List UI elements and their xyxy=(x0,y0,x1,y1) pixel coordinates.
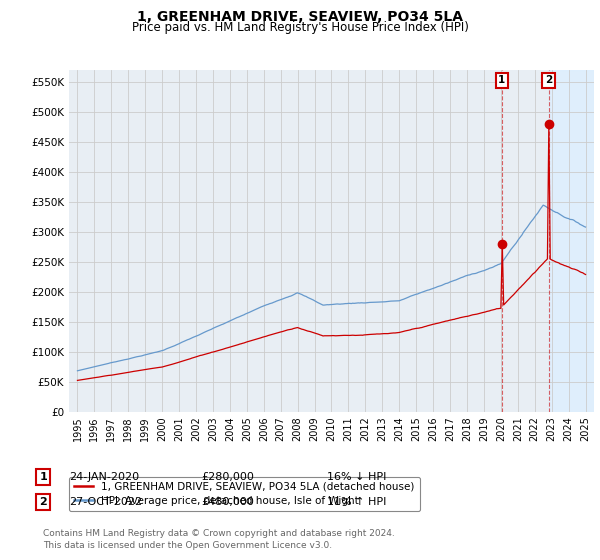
Text: 2: 2 xyxy=(40,497,47,507)
Text: £480,000: £480,000 xyxy=(201,497,254,507)
Text: 24-JAN-2020: 24-JAN-2020 xyxy=(69,472,139,482)
Text: Price paid vs. HM Land Registry's House Price Index (HPI): Price paid vs. HM Land Registry's House … xyxy=(131,21,469,34)
Text: Contains HM Land Registry data © Crown copyright and database right 2024.
This d: Contains HM Land Registry data © Crown c… xyxy=(43,529,395,550)
Text: 2: 2 xyxy=(545,75,552,85)
Text: 1: 1 xyxy=(40,472,47,482)
Legend: 1, GREENHAM DRIVE, SEAVIEW, PO34 5LA (detached house), HPI: Average price, detac: 1, GREENHAM DRIVE, SEAVIEW, PO34 5LA (de… xyxy=(69,477,420,511)
Text: £280,000: £280,000 xyxy=(201,472,254,482)
Text: 1, GREENHAM DRIVE, SEAVIEW, PO34 5LA: 1, GREENHAM DRIVE, SEAVIEW, PO34 5LA xyxy=(137,10,463,24)
Text: 1: 1 xyxy=(498,75,505,85)
Text: 27-OCT-2022: 27-OCT-2022 xyxy=(69,497,142,507)
Bar xyxy=(548,70,594,412)
Text: 11% ↑ HPI: 11% ↑ HPI xyxy=(327,497,386,507)
Text: 16% ↓ HPI: 16% ↓ HPI xyxy=(327,472,386,482)
